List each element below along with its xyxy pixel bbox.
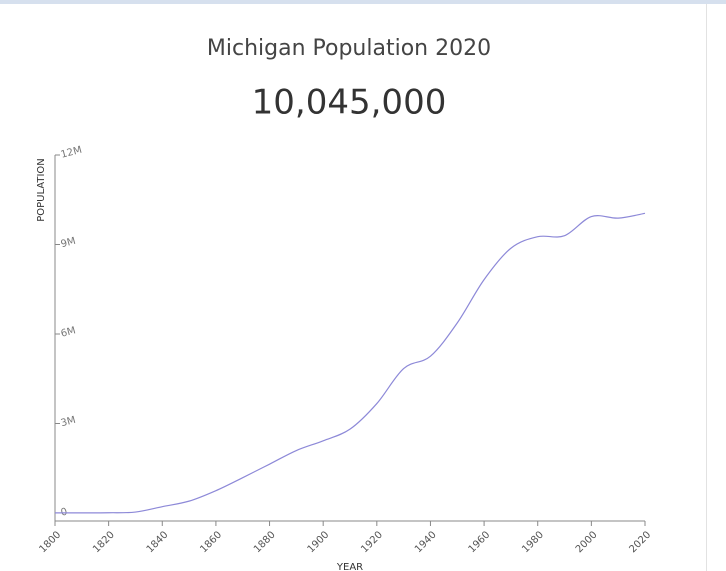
y-tick-label: 9M — [60, 236, 77, 251]
y-axis-label: POPULATION — [36, 158, 47, 222]
x-tick-label: 1800 — [37, 529, 63, 555]
headline-value: 10,045,000 — [252, 83, 447, 123]
x-tick-label: 2020 — [627, 529, 653, 555]
chart-title: Michigan Population 2020 — [207, 36, 491, 61]
x-tick-label: 2000 — [574, 529, 600, 555]
x-tick-label: 1980 — [520, 529, 546, 555]
x-tick-label: 1940 — [413, 529, 439, 555]
x-tick-label: 1840 — [145, 529, 171, 555]
y-tick-label: 6M — [60, 325, 77, 340]
y-tick-label: 12M — [60, 145, 83, 161]
x-tick-label: 1900 — [306, 529, 332, 555]
y-tick-label: 3M — [60, 415, 77, 430]
x-tick-label: 1960 — [467, 529, 493, 555]
x-tick-label: 1820 — [91, 529, 117, 555]
top-bar — [0, 0, 726, 4]
x-axis-label: YEAR — [336, 562, 363, 571]
x-tick-label: 1920 — [359, 529, 385, 555]
line-series — [54, 212, 646, 514]
x-tick-label: 1880 — [252, 529, 278, 555]
x-tick-label: 1860 — [198, 529, 224, 555]
